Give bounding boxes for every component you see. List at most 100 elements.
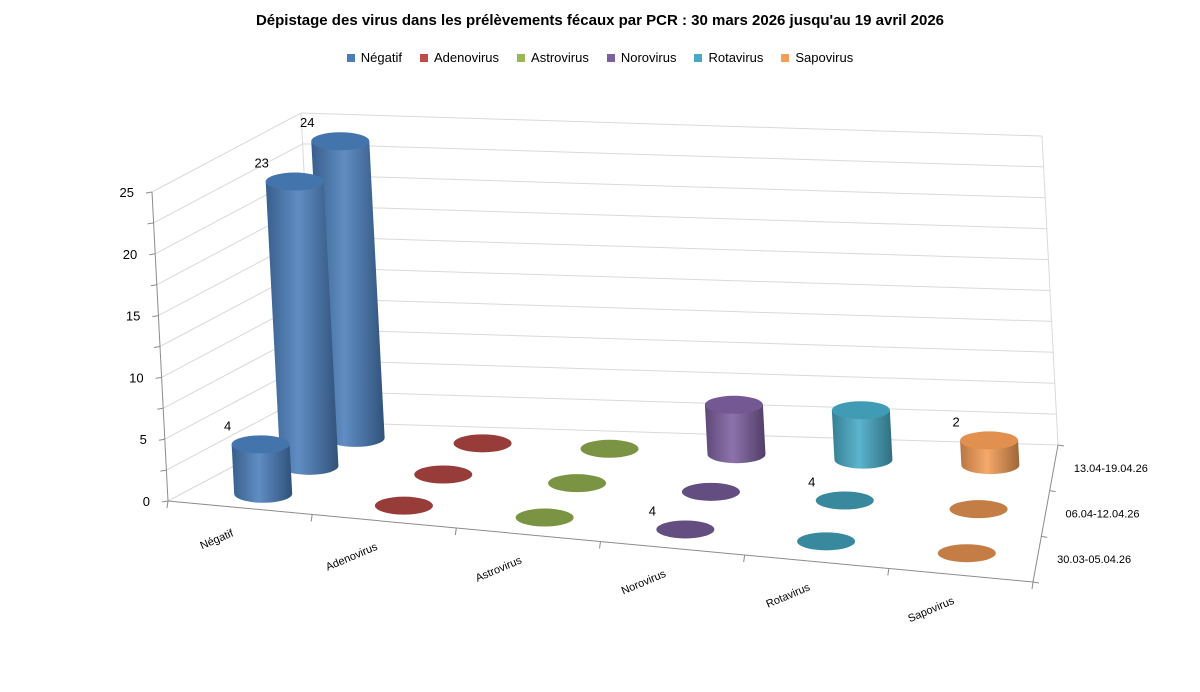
x-tick-mark: [1031, 581, 1034, 590]
y-tick-mark: [158, 438, 165, 441]
data-label-rotavirus-06-04-12-04-26: 4: [808, 475, 815, 490]
cylinder-base: [548, 474, 607, 493]
y-tick-mark: [149, 253, 156, 256]
cylinder-base: [414, 465, 473, 484]
legend-label-adenovirus: Adenovirus: [434, 50, 500, 65]
x-tick-mark: [743, 554, 746, 563]
depth-axis-line: [1032, 444, 1059, 583]
legend-item-norovirus: Norovirus: [606, 50, 677, 65]
y-tick-mark: [161, 500, 169, 503]
cylinder-top: [311, 132, 370, 151]
x-tick-mark: [887, 568, 890, 576]
x-tick-label-astrovirus: Astrovirus: [474, 554, 524, 584]
bar-norovirus-06-04-12-04-26: [681, 482, 740, 501]
legend-item-adenovirus: Adenovirus: [420, 50, 499, 65]
legend-swatch-sapovirus: [781, 53, 790, 62]
legend-label-sapovirus: Sapovirus: [795, 50, 854, 65]
bar-astrovirus-30-03-05-04-26: [515, 508, 574, 527]
y-tick-mark: [157, 407, 164, 410]
y-tick-mark: [145, 191, 153, 194]
depth-tick-mark: [1041, 535, 1048, 538]
legend-swatch-norovirus: [606, 53, 615, 62]
depth-tick-mark: [1057, 444, 1065, 447]
legend-swatch-rotavirus: [694, 53, 703, 62]
depth-tick-label-06-04-12-04-26: 06.04-12.04.26: [1066, 509, 1140, 521]
cylinder-base: [815, 491, 874, 510]
y-tick-label: 0: [143, 494, 150, 509]
bar-adenovirus-13-04-19-04-26: [453, 434, 512, 453]
y-tick-label: 25: [120, 185, 134, 200]
bar-rotavirus-13-04-19-04-26: [831, 401, 893, 469]
cylinder-top: [265, 172, 324, 191]
bar-sapovirus-06-04-12-04-26: [949, 500, 1008, 519]
bar-norovirus-13-04-19-04-26: [704, 395, 766, 464]
bar-sapovirus-30-03-05-04-26: [937, 544, 996, 563]
y-tick-mark: [153, 346, 161, 348]
bar-rotavirus-06-04-12-04-26: [815, 491, 874, 510]
legend-item-astrovirus: Astrovirus: [517, 50, 589, 65]
cylinder-top: [704, 395, 763, 414]
cylinder-base: [937, 544, 996, 563]
cylinder-base: [949, 500, 1008, 519]
bar-rotavirus-30-03-05-04-26: [797, 532, 856, 551]
legend-item-negatif: Négatif: [346, 50, 402, 65]
cylinder-top: [831, 401, 890, 420]
legend-swatch-adenovirus: [420, 53, 428, 62]
cylinder-base: [580, 439, 639, 458]
chart-legend: Négatif Adenovirus Astrovirus Norovirus …: [0, 50, 1200, 65]
x-tick-label-adenovirus: Adenovirus: [324, 541, 380, 574]
bar-negatif-30-03-05-04-26: [231, 435, 293, 503]
cylinder-body: [265, 181, 339, 475]
legend-label-negatif: Négatif: [360, 50, 402, 65]
x-tick-mark: [599, 541, 601, 549]
gridline: [151, 112, 1043, 193]
x-tick-label-norovirus: Norovirus: [620, 568, 668, 598]
y-tick-mark: [160, 469, 167, 472]
y-tick-mark: [150, 284, 157, 287]
x-tick-label-negatif: Négatif: [198, 527, 236, 552]
cylinder-top: [231, 435, 290, 454]
depth-tick-mark: [1049, 490, 1056, 493]
depth-tick-label-13-04-19-04-26: 13.04-19.04.26: [1074, 463, 1148, 475]
x-tick-mark: [454, 527, 457, 536]
bar-sapovirus-13-04-19-04-26: [960, 431, 1020, 475]
legend-label-astrovirus: Astrovirus: [531, 50, 589, 65]
y-tick-mark: [155, 376, 162, 379]
cylinder-body: [704, 404, 766, 464]
legend-label-norovirus: Norovirus: [620, 50, 677, 65]
depth-tick-mark: [1032, 581, 1040, 584]
gridline: [153, 143, 1044, 224]
cylinder-base: [515, 508, 574, 527]
bar-norovirus-30-03-05-04-26: [656, 520, 715, 539]
bar-adenovirus-30-03-05-04-26: [374, 496, 433, 515]
cylinder-base: [453, 434, 512, 453]
data-label-sapovirus-13-04-19-04-26: 2: [952, 414, 959, 429]
y-tick-label: 15: [126, 309, 140, 324]
cylinder-base: [656, 520, 715, 539]
cylinder-body: [831, 410, 893, 469]
y-tick-label: 5: [140, 432, 147, 447]
bar-astrovirus-13-04-19-04-26: [580, 439, 639, 458]
legend-label-rotavirus: Rotavirus: [708, 50, 764, 65]
cylinder-base: [681, 482, 740, 501]
chart-title: Dépistage des virus dans les prélèvement…: [255, 12, 945, 29]
y-tick-label: 10: [129, 370, 143, 385]
depth-tick-label-30-03-05-04-26: 30.03-05.04.26: [1057, 554, 1131, 566]
y-tick-label: 20: [123, 247, 137, 262]
bar-negatif-06-04-12-04-26: [265, 172, 339, 475]
legend-item-rotavirus: Rotavirus: [694, 50, 763, 65]
bar-adenovirus-06-04-12-04-26: [414, 465, 473, 484]
cylinder-body: [231, 444, 293, 503]
data-label-norovirus-30-03-05-04-26: 4: [649, 503, 656, 518]
cylinder-base: [797, 532, 856, 551]
data-label-negatif-30-03-05-04-26: 4: [224, 418, 231, 433]
y-tick-mark: [147, 222, 154, 225]
chart-marks: [231, 132, 1020, 563]
x-tick-label-rotavirus: Rotavirus: [764, 581, 812, 610]
legend-item-sapovirus: Sapovirus: [781, 50, 853, 65]
x-tick-mark: [310, 514, 313, 522]
bar-astrovirus-06-04-12-04-26: [548, 474, 607, 493]
cylinder-body: [960, 440, 1020, 475]
